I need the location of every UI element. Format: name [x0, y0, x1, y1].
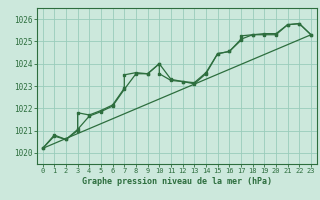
- X-axis label: Graphe pression niveau de la mer (hPa): Graphe pression niveau de la mer (hPa): [82, 177, 272, 186]
